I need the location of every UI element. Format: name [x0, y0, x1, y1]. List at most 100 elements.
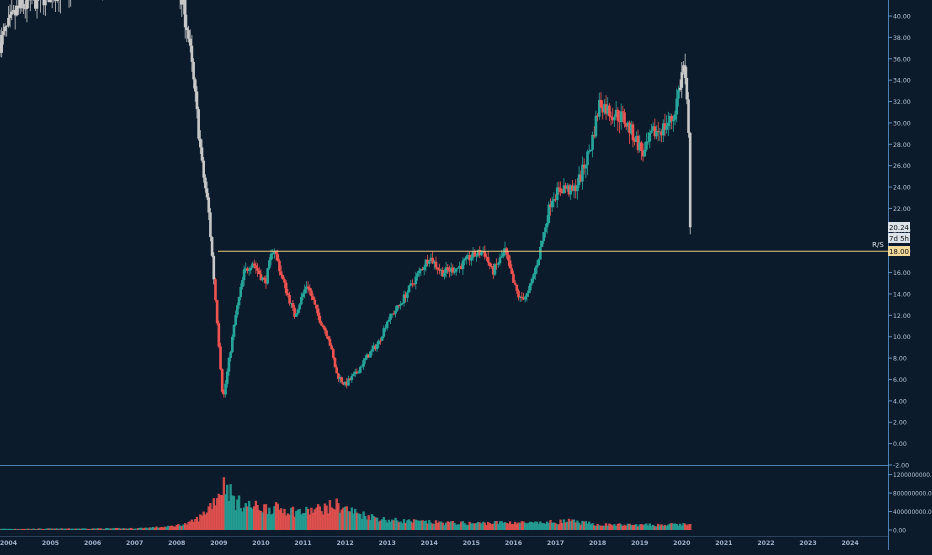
candle-body	[544, 227, 547, 232]
candle-body	[369, 352, 372, 358]
price-tick-label: 14.00	[893, 291, 911, 298]
candle-body	[643, 150, 646, 157]
candle-body	[197, 109, 200, 138]
candle-body	[271, 253, 274, 254]
candle-body	[389, 314, 392, 320]
candle-body	[362, 360, 365, 366]
candle-body	[280, 271, 283, 275]
candle-body	[534, 268, 537, 275]
candle-body	[276, 254, 279, 261]
candle-body	[352, 374, 355, 376]
candle-body	[507, 255, 510, 261]
candle-body	[266, 268, 269, 283]
candle-body	[317, 309, 320, 316]
candle-body	[216, 300, 219, 323]
candle-body	[591, 135, 594, 150]
candle-body	[312, 296, 315, 300]
candle-body	[689, 133, 692, 227]
year-tick-label: 2011	[294, 540, 311, 547]
candle-body	[484, 252, 487, 257]
candle-body	[428, 261, 431, 264]
candle-body	[313, 300, 316, 305]
candle-body	[499, 258, 502, 264]
candle-body	[408, 285, 411, 292]
price-tick-label: 2.00	[893, 420, 907, 427]
candle-body	[509, 260, 512, 268]
candle-body	[229, 352, 232, 358]
candle-body	[590, 150, 593, 151]
candle-body	[542, 232, 545, 241]
candle-body	[516, 285, 519, 291]
candle-body	[672, 120, 675, 122]
candle-body	[212, 256, 215, 279]
candle-body	[359, 367, 362, 373]
year-tick-label: 2021	[715, 540, 732, 547]
candle-body	[532, 274, 535, 278]
countdown-tag: 7d 5h	[888, 233, 910, 243]
candle-body	[473, 251, 476, 256]
year-tick-label: 2024	[842, 540, 860, 547]
year-tick-label: 2007	[126, 540, 143, 547]
candle-body	[436, 268, 439, 270]
candle-body	[617, 110, 620, 121]
candle-body	[320, 322, 323, 325]
candle-body	[357, 373, 360, 374]
year-tick-label: 2006	[84, 540, 101, 547]
candle-body	[537, 260, 540, 266]
candle-body	[258, 271, 261, 274]
candle-body	[278, 261, 281, 271]
countdown-label: 7d 5h	[889, 235, 909, 243]
candle-body	[559, 188, 562, 192]
price-tick-label: 34.00	[893, 78, 911, 85]
candle-body	[234, 315, 237, 325]
candle-body	[199, 139, 202, 148]
candle-body	[239, 287, 242, 297]
candle-body	[308, 288, 311, 291]
year-tick-label: 2013	[379, 540, 396, 547]
candle-body	[310, 290, 313, 296]
candle-body	[521, 297, 524, 298]
price-tick-label: 40.00	[893, 14, 911, 21]
candle-body	[303, 289, 306, 293]
candle-body	[324, 327, 327, 330]
year-tick-label: 2016	[505, 540, 522, 547]
candle-body	[202, 161, 205, 178]
candle-body	[489, 262, 492, 266]
candle-body	[435, 262, 438, 268]
price-tick-label: 36.00	[893, 56, 911, 63]
candle-body	[622, 111, 625, 112]
candle-body	[10, 12, 13, 15]
candle-body	[383, 328, 386, 337]
year-tick-label: 2022	[757, 540, 774, 547]
candle-body	[287, 293, 290, 295]
candle-body	[453, 272, 456, 273]
candle-body	[443, 273, 446, 277]
candle-body	[514, 283, 517, 285]
candle-body	[684, 65, 687, 78]
year-tick-label: 2005	[42, 540, 59, 547]
candle-body	[677, 90, 680, 99]
candle-body	[541, 241, 544, 247]
candle-body	[536, 265, 539, 268]
candle-body	[263, 278, 266, 280]
candle-body	[356, 372, 359, 373]
candle-body	[585, 165, 588, 168]
candle-body	[576, 185, 579, 191]
candle-body	[364, 358, 367, 360]
candle-body	[371, 349, 374, 351]
candle-body	[645, 142, 648, 150]
price-tick-label: 0.00	[893, 441, 907, 448]
candle-body	[500, 256, 503, 257]
candle-body	[497, 263, 500, 264]
candle-body	[388, 320, 391, 322]
price-tick-label: -2.00	[893, 463, 909, 470]
candle-body	[295, 314, 298, 317]
candle-body	[292, 303, 295, 308]
candle-body	[285, 283, 288, 294]
candle-body	[236, 305, 239, 315]
year-tick-label: 2010	[252, 540, 270, 547]
candle-body	[620, 111, 623, 122]
